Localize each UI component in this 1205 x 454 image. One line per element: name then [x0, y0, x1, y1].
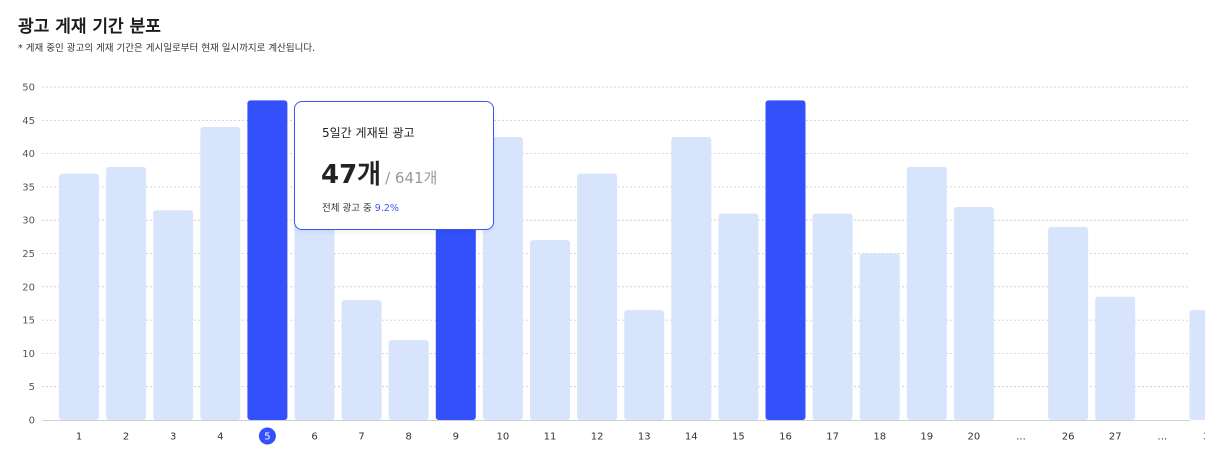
x-tick-label: 11	[544, 432, 557, 443]
y-tick-label: 5	[29, 382, 35, 393]
bar-tooltip: 5일간 게재된 광고 47개/ 641개 전체 광고 중 9.2%	[294, 101, 494, 230]
tooltip-main: 47개/ 641개	[321, 154, 437, 191]
bar	[388, 340, 429, 420]
x-tick-label: 2	[123, 432, 129, 443]
y-tick-label: 25	[22, 249, 35, 260]
chart-title: 광고 게재 기간 분포	[18, 17, 161, 37]
bar	[294, 213, 335, 420]
y-tick-label: 0	[29, 416, 35, 427]
bar	[341, 300, 382, 420]
bar	[624, 310, 665, 420]
bar	[859, 253, 900, 420]
bar	[200, 126, 241, 421]
tooltip-total: / 641개	[385, 169, 438, 187]
bar	[1048, 226, 1089, 420]
bar	[59, 173, 99, 420]
x-tick-label: 7	[358, 432, 364, 443]
x-tick-label: 16	[779, 432, 792, 443]
bar	[106, 166, 147, 420]
x-tick-label: 30	[1203, 432, 1205, 443]
y-tick-label: 15	[22, 316, 35, 327]
bar	[718, 213, 759, 420]
x-tick-label: 18	[873, 432, 886, 443]
x-tick-label: 4	[217, 432, 223, 443]
selected-tick-badge	[258, 427, 276, 445]
x-tick-label: ...	[1016, 432, 1026, 443]
bar	[435, 213, 476, 420]
y-tick-label: 50	[22, 83, 35, 94]
bar	[577, 173, 618, 420]
x-tick-label: 13	[638, 432, 651, 443]
y-tick-label: 45	[22, 116, 35, 127]
bar	[953, 206, 994, 420]
x-tick-label: 14	[685, 432, 698, 443]
x-tick-label: 8	[406, 432, 412, 443]
y-tick-label: 20	[22, 282, 35, 293]
y-tick-label: 35	[22, 182, 35, 193]
bar	[812, 213, 853, 420]
y-tick-label: 30	[22, 216, 35, 227]
bar	[1095, 296, 1136, 420]
bar	[765, 100, 806, 420]
x-tick-label: 5	[264, 432, 270, 443]
bar	[906, 166, 947, 420]
tooltip-title: 5일간 게재된 광고	[322, 126, 415, 140]
x-tick-label: ...	[1158, 432, 1168, 443]
tooltip-share: 전체 광고 중 9.2%	[322, 200, 399, 214]
x-tick-label: 10	[497, 432, 510, 443]
tooltip-share-label: 전체 광고 중	[322, 203, 372, 214]
chart-subtitle: * 게재 중인 광고의 게재 기간은 게시일로부터 현재 일시까지로 계산됩니다…	[18, 43, 316, 54]
x-tick-label: 17	[826, 432, 839, 443]
y-tick-label: 40	[22, 149, 35, 160]
x-tick-label: 26	[1062, 432, 1075, 443]
x-tick-label: 6	[311, 432, 317, 443]
x-tick-label: 9	[453, 432, 459, 443]
x-tick-label: 3	[170, 432, 176, 443]
x-tick-label: 15	[732, 432, 745, 443]
tooltip-count: 47개	[321, 160, 382, 190]
x-tick-label: 19	[920, 432, 933, 443]
bar	[153, 210, 194, 420]
x-tick-label: 1	[76, 432, 82, 443]
x-tick-label: 20	[968, 432, 981, 443]
bar	[671, 136, 712, 420]
bar	[1189, 310, 1205, 420]
x-tick-label: 12	[591, 432, 604, 443]
bar	[247, 100, 288, 420]
y-tick-label: 10	[22, 349, 35, 360]
bar	[530, 240, 570, 420]
tooltip-share-value: 9.2%	[374, 203, 399, 214]
x-tick-label: 27	[1109, 432, 1122, 443]
